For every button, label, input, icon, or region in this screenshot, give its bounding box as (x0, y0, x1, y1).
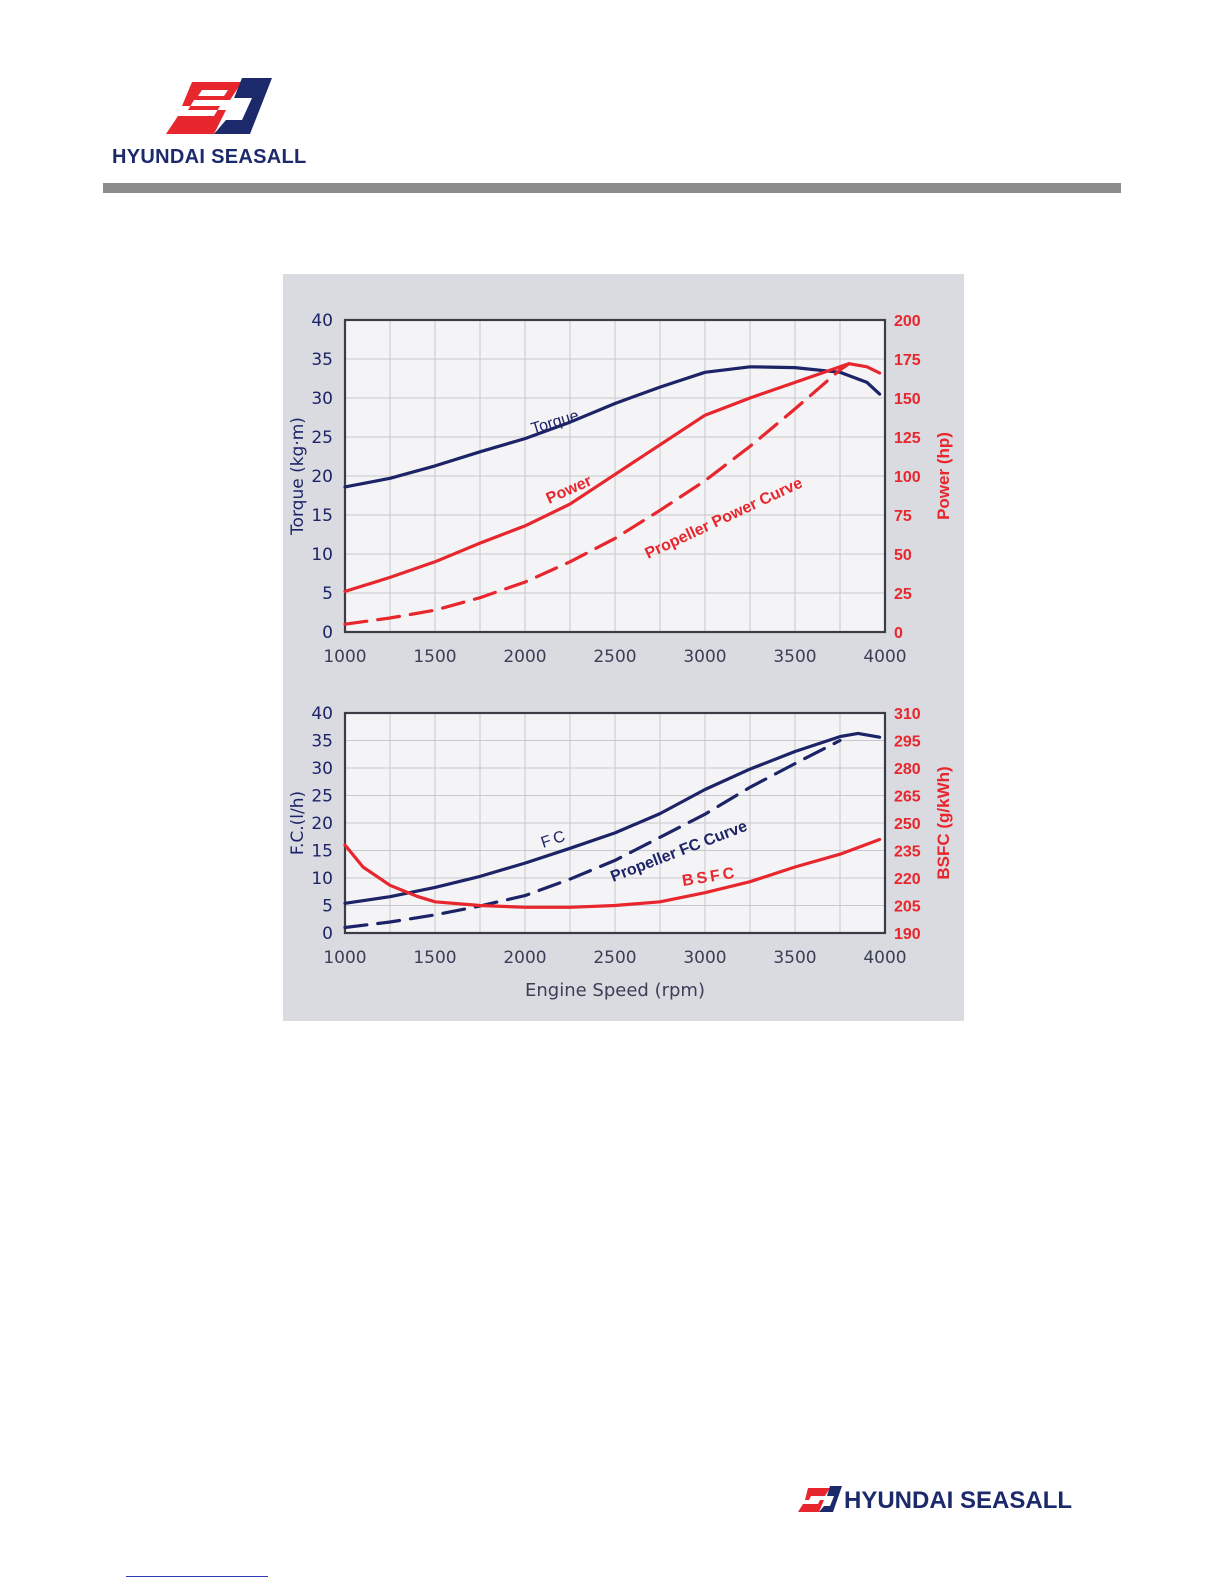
footer-brand-name: HYUNDAI SEASALL (844, 1487, 1073, 1514)
y-tick-label-left: 0 (322, 623, 333, 643)
x-tick-label: 3000 (683, 647, 726, 667)
y-tick-label-left: 25 (311, 428, 333, 448)
y-tick-label-right: 220 (894, 871, 921, 888)
y-tick-label-left: 10 (311, 545, 333, 565)
series-line-3 (343, 362, 851, 626)
y-tick-label-right: 265 (894, 789, 921, 806)
chart-2: 1000 1500 2000 2500 3000 3500 4000 0 5 10 15 20 25 30… (288, 704, 953, 1001)
y-tick-label-right: 200 (894, 313, 921, 330)
footer-logo: HYUNDAI SEASALL (798, 1486, 1118, 1516)
header-divider (103, 183, 1121, 193)
x-axis-title: Engine Speed (rpm) (525, 980, 705, 1001)
series-line-3 (343, 837, 882, 909)
y-tick-label-left: 20 (311, 814, 333, 834)
y-tick-label-left: 10 (311, 869, 333, 889)
plot-frame (343, 318, 887, 634)
chart-1: 1000 1500 2000 2500 3000 3500 4000051015202530… (288, 311, 953, 667)
y-tick-label-right: 25 (894, 586, 912, 603)
y-tick-label-left: 0 (322, 924, 333, 944)
x-tick-label: 2000 (503, 948, 546, 968)
y-tick-label-right: 310 (894, 706, 921, 723)
header-logo: HYUNDAI SEASALL (112, 76, 332, 168)
x-tick-label: 1000 (323, 647, 366, 667)
y-tick-label-right: 250 (894, 816, 921, 833)
y-tick-label-left: 15 (311, 842, 333, 862)
header-brand-name: HYUNDAI SEASALL (112, 146, 307, 168)
x-tick-label: 2500 (593, 948, 636, 968)
y-tick-label-left: 30 (311, 389, 333, 409)
y-tick-label-right: 50 (894, 547, 912, 564)
plot-frame (343, 711, 887, 935)
y-tick-label-left: 35 (311, 350, 333, 370)
y-tick-label-left: 40 (311, 311, 333, 331)
x-tick-label: 1500 (413, 647, 456, 667)
x-tick-label: 3500 (773, 647, 816, 667)
y-tick-label-right: 175 (894, 352, 921, 369)
x-tick-label: 4000 (863, 948, 906, 968)
y-tick-label-right: 0 (894, 625, 903, 642)
x-tick-label: 4000 (863, 647, 906, 667)
y-tick-label-right: 125 (894, 430, 921, 447)
x-tick-label: 3500 (773, 948, 816, 968)
y-tick-label-right: 75 (894, 508, 912, 525)
y-tick-label-left: 5 (322, 897, 333, 917)
series-line-1 (343, 731, 882, 905)
y-tick-label-left: 25 (311, 787, 333, 807)
chart-panel: 1000 1500 2000 2500 3000 3500 4000 0 5 10 15 20 25 30… (283, 274, 964, 1021)
y-tick-label-right: 295 (894, 734, 921, 751)
x-tick-label: 1000 (323, 948, 366, 968)
series-line-2 (343, 738, 842, 930)
footer-link-underline (126, 1576, 268, 1577)
y-tick-label-right: 205 (894, 899, 921, 916)
y-tick-label-right: 100 (894, 469, 921, 486)
y-tick-label-left: 35 (311, 732, 333, 752)
y-axis-title-right: Power (hp) (934, 432, 953, 520)
y-tick-label-left: 40 (311, 704, 333, 724)
y-tick-label-right: 280 (894, 761, 921, 778)
series-line-1 (343, 365, 882, 489)
y-tick-label-right: 190 (894, 926, 921, 943)
y-axis-title-left: F.C.(l/h) (288, 791, 308, 855)
y-tick-label-left: 15 (311, 506, 333, 526)
y-tick-label-right: 235 (894, 844, 921, 861)
x-tick-label: 1500 (413, 948, 456, 968)
y-tick-label-left: 20 (311, 467, 333, 487)
y-axis-title-left: Torque (kg·m) (288, 417, 308, 536)
x-tick-label: 2000 (503, 647, 546, 667)
hyundai-seasall-logo-icon (166, 78, 272, 134)
y-axis-title-right: BSFC (g/kWh) (934, 766, 953, 879)
x-tick-label: 3000 (683, 948, 726, 968)
y-tick-label-left: 30 (311, 759, 333, 779)
y-tick-label-left: 5 (322, 584, 333, 604)
x-tick-label: 2500 (593, 647, 636, 667)
engine-performance-charts: 1000 1500 2000 2500 3000 3500 4000051015202530… (288, 311, 953, 1001)
y-tick-label-right: 150 (894, 391, 921, 408)
hyundai-seasall-logo-icon (798, 1486, 842, 1512)
